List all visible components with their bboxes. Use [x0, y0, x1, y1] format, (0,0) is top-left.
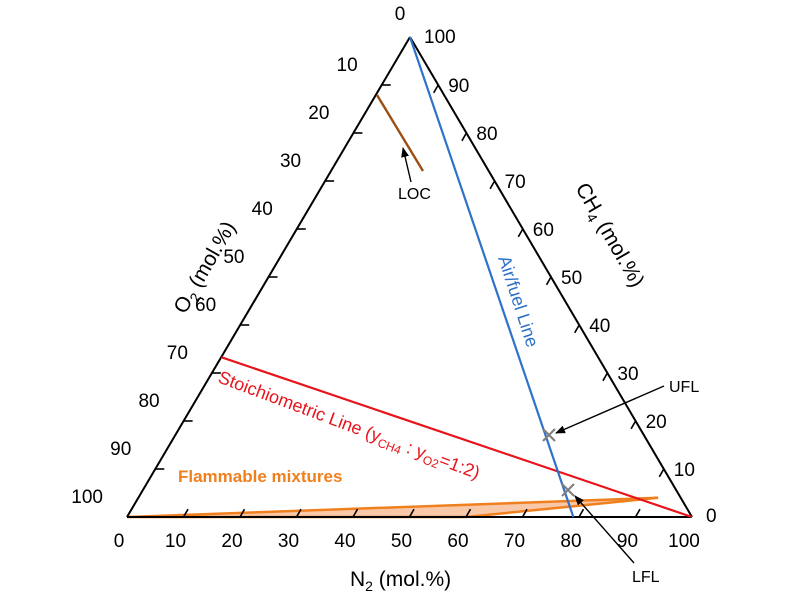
bottom-tick-label: 30 — [278, 531, 299, 552]
tick-mark — [182, 508, 189, 518]
right-tick-label: 90 — [448, 76, 469, 97]
right-tick-label: 100 — [424, 27, 456, 48]
left-tick-label: 90 — [110, 439, 131, 460]
tick-mark — [352, 508, 359, 518]
right-tick-labels: 0 10 20 30 40 50 60 70 80 90 100 — [424, 27, 717, 527]
right-axis-line — [409, 36, 693, 518]
axis-ticks — [155, 84, 665, 518]
bottom-tick-label: 0 — [114, 531, 125, 552]
left-tick-label: 30 — [280, 151, 301, 172]
tick-mark — [489, 180, 496, 190]
bottom-tick-label: 40 — [334, 531, 355, 552]
left-tick-labels: 0 10 20 30 40 50 60 70 80 90 100 — [71, 4, 405, 508]
left-tick-label: 60 — [195, 295, 216, 316]
bottom-tick-label: 80 — [560, 531, 581, 552]
bottom-tick-label: 100 — [668, 531, 700, 552]
left-axis-line — [126, 36, 411, 518]
ufl-arrow — [555, 385, 665, 434]
ufl-label: UFL — [669, 379, 699, 396]
left-tick-label: 50 — [223, 247, 244, 268]
tick-mark — [602, 372, 609, 382]
tick-mark — [465, 508, 472, 518]
right-tick-label: 80 — [476, 124, 497, 145]
tick-mark — [461, 132, 468, 142]
tick-mark — [517, 228, 524, 238]
bottom-tick-label: 90 — [617, 531, 638, 552]
left-tick-label: 70 — [167, 343, 188, 364]
cross-stroke — [561, 483, 575, 497]
tick-mark — [408, 508, 415, 518]
tick-mark — [630, 420, 637, 430]
bottom-axis-title: N2 (mol.%) — [350, 568, 451, 594]
left-tick-label: 0 — [395, 4, 406, 25]
tick-mark — [574, 324, 580, 334]
loc-arrow — [401, 147, 412, 183]
right-tick-label: 60 — [533, 220, 554, 241]
right-tick-label: 0 — [706, 506, 717, 527]
tick-mark — [433, 84, 439, 94]
ufl-marker — [542, 428, 556, 442]
bottom-tick-label: 10 — [165, 531, 186, 552]
flammable-label: Flammable mixtures — [178, 467, 342, 486]
left-tick-label: 80 — [138, 391, 159, 412]
loc-line — [375, 94, 425, 172]
left-tick-label: 40 — [252, 199, 273, 220]
right-tick-label: 50 — [561, 268, 582, 289]
lfl-label: LFL — [632, 569, 660, 586]
bottom-tick-label: 70 — [504, 531, 525, 552]
right-tick-label: 20 — [646, 412, 667, 433]
left-tick-label: 10 — [337, 55, 358, 76]
right-tick-label: 10 — [674, 460, 695, 481]
bottom-tick-labels: 0 10 20 30 40 50 60 70 80 90 100 — [114, 531, 700, 552]
right-tick-label: 30 — [617, 364, 638, 385]
right-tick-label: 40 — [589, 316, 610, 337]
right-tick-label: 70 — [505, 172, 526, 193]
tick-mark — [578, 508, 585, 518]
tick-mark — [634, 508, 641, 518]
tick-mark — [545, 276, 552, 286]
stoichiometric-line — [220, 356, 693, 519]
airfuel-line — [408, 36, 575, 518]
left-tick-label: 100 — [71, 487, 103, 508]
lfl-marker — [561, 483, 575, 497]
bottom-tick-label: 60 — [447, 531, 468, 552]
tick-mark — [239, 508, 246, 518]
tick-mark — [295, 508, 302, 518]
bottom-tick-label: 50 — [391, 531, 412, 552]
cross-stroke — [542, 428, 556, 442]
tick-mark — [521, 508, 528, 518]
lfl-arrow — [574, 495, 635, 564]
loc-label: LOC — [398, 186, 431, 203]
tick-mark — [658, 468, 665, 478]
bottom-tick-label: 20 — [221, 531, 242, 552]
airfuel-label: Air/fuel Line — [494, 253, 542, 350]
left-tick-label: 20 — [308, 103, 329, 124]
